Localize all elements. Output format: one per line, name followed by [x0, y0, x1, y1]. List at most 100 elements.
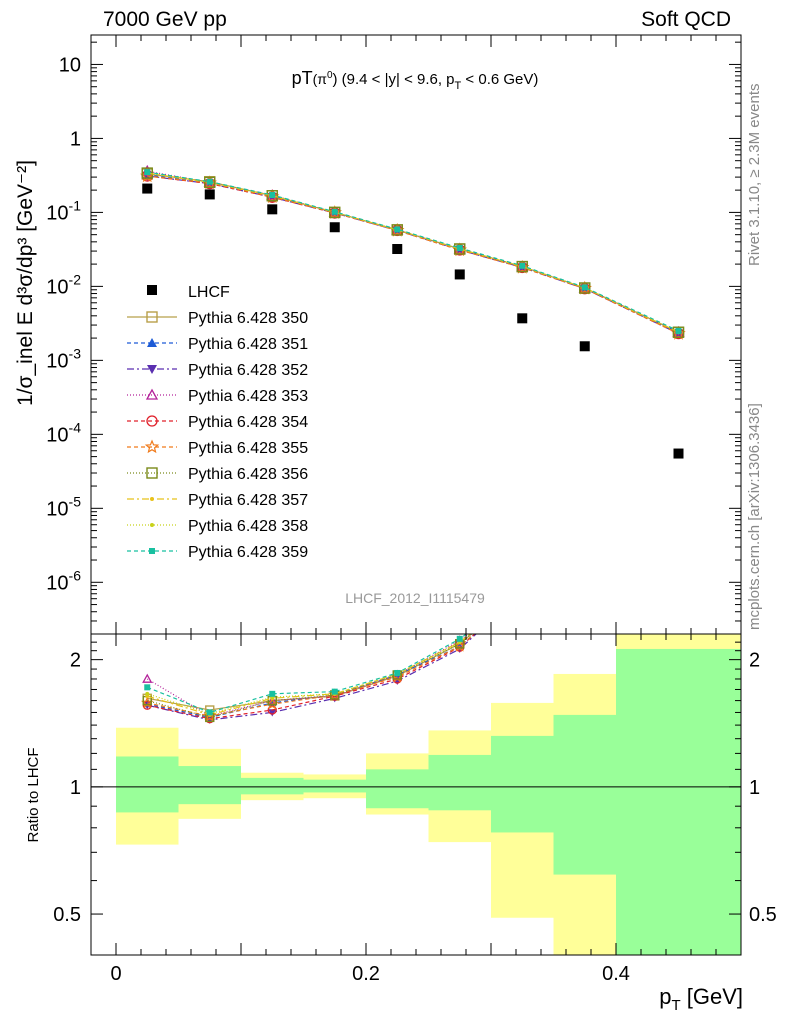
series-marker	[391, 224, 403, 236]
series-marker	[150, 523, 154, 527]
watermark: LHCF_2012_I1115479	[345, 590, 485, 606]
y-tick-label: 10-4	[46, 419, 81, 446]
series-marker	[329, 206, 341, 219]
y-tick-label: 10-1	[46, 197, 81, 224]
legend-label: Pythia 6.428 353	[188, 388, 308, 405]
series-marker	[144, 684, 151, 691]
series-marker	[266, 190, 278, 202]
ratio-y-axis-label: Ratio to LHCF	[25, 747, 42, 842]
series-marker	[147, 338, 157, 347]
data-points	[142, 183, 684, 459]
band-inner	[366, 769, 429, 809]
legend-entry-data: LHCF	[147, 284, 230, 301]
series-marker	[142, 673, 153, 683]
series-marker	[149, 548, 155, 554]
y-tick-label: 10	[59, 54, 81, 76]
series-marker	[268, 709, 277, 717]
band-inner	[491, 735, 554, 833]
series-marker	[456, 245, 463, 252]
series-marker	[144, 439, 160, 454]
series-marker	[672, 326, 685, 338]
ratio-line	[147, 634, 475, 717]
series-marker	[394, 226, 401, 233]
legend-marker	[147, 285, 157, 295]
series-marker	[150, 497, 154, 501]
series-marker	[147, 365, 157, 374]
legend-entry: Pythia 6.428 355	[127, 439, 308, 457]
series-marker	[146, 311, 158, 323]
ratio-y-tick-label: 0.5	[53, 904, 81, 926]
band-inner	[303, 779, 366, 793]
band-inner	[116, 756, 179, 813]
series-marker	[144, 169, 151, 176]
series-marker	[331, 688, 338, 695]
legend-entry: Pythia 6.428 356	[127, 466, 308, 483]
series-marker	[675, 327, 682, 334]
legend-entry: Pythia 6.428 353	[127, 388, 308, 405]
y-tick-label: 1	[70, 128, 81, 150]
y-tick-label: 10-5	[46, 493, 81, 520]
data-point	[579, 341, 590, 352]
legend-label: Pythia 6.428 351	[188, 336, 308, 353]
ratio-y-tick-label-right: 2	[749, 650, 760, 672]
ratio-y-tick-label-right: 0.5	[749, 904, 777, 926]
data-point	[329, 222, 340, 233]
series-marker	[331, 208, 338, 215]
plot-title: pT(π0) (9.4 < |y| < 9.6, pT < 0.6 GeV)	[292, 68, 539, 92]
legend-entry: Pythia 6.428 351	[127, 336, 308, 353]
series-line	[147, 174, 679, 333]
series-marker	[269, 191, 276, 198]
series-marker	[146, 415, 158, 427]
legend-label: LHCF	[188, 284, 230, 301]
data-point	[267, 204, 278, 215]
ratio-y-tick-label: 1	[70, 777, 81, 799]
data-point	[673, 448, 684, 459]
series-line	[147, 170, 679, 333]
series-marker	[204, 176, 216, 189]
band-inner	[553, 714, 616, 875]
series-marker	[456, 635, 463, 642]
series-line	[147, 172, 679, 333]
ratio-y-tick-label: 2	[70, 650, 81, 672]
series-line	[147, 171, 679, 332]
legend-entry: Pythia 6.428 352	[127, 362, 308, 379]
legend-label: Pythia 6.428 357	[188, 492, 308, 509]
data-point	[517, 313, 528, 324]
series-marker	[145, 691, 150, 696]
legend-entry: Pythia 6.428 357	[127, 492, 308, 509]
series-marker	[519, 262, 526, 269]
band-inner	[428, 754, 491, 811]
legend-label: Pythia 6.428 355	[188, 440, 308, 457]
legend-label: Pythia 6.428 354	[188, 414, 308, 431]
ratio-bands	[91, 634, 741, 955]
legend-label: Pythia 6.428 358	[188, 518, 308, 535]
legend: LHCF Pythia 6.428 350 Pythia 6.428 351 Pyth…	[127, 284, 308, 561]
series-marker	[145, 388, 159, 400]
ratio-series	[140, 634, 477, 724]
series-marker	[581, 284, 588, 291]
x-axis-label: pT [GeV]	[659, 984, 743, 1014]
series-marker	[394, 669, 401, 676]
legend-entry: Pythia 6.428 350	[127, 310, 308, 327]
series-marker	[579, 282, 591, 294]
band-inner	[178, 766, 241, 805]
legend-entry: Pythia 6.428 359	[127, 544, 308, 561]
series-line	[147, 173, 679, 333]
series-line	[147, 172, 679, 333]
legend-entry: Pythia 6.428 358	[127, 518, 308, 535]
series-marker	[146, 467, 158, 479]
series-marker	[206, 709, 213, 716]
band-inner	[616, 648, 741, 955]
legend-label: Pythia 6.428 350	[188, 310, 308, 327]
axes: 0 0.2 0.4 10 1 10-1 10-2 10-3 10-4 10-5 10-6 2 2 1 1 0.…	[46, 34, 777, 985]
legend-label: Pythia 6.428 352	[188, 362, 308, 379]
data-point	[392, 244, 403, 255]
data-point	[204, 189, 215, 200]
series-marker	[141, 167, 153, 179]
header-right: Soft QCD	[641, 8, 731, 31]
band-inner	[241, 777, 304, 795]
data-point	[454, 269, 465, 280]
y-tick-label: 10-2	[46, 271, 81, 298]
series-line	[147, 172, 679, 333]
